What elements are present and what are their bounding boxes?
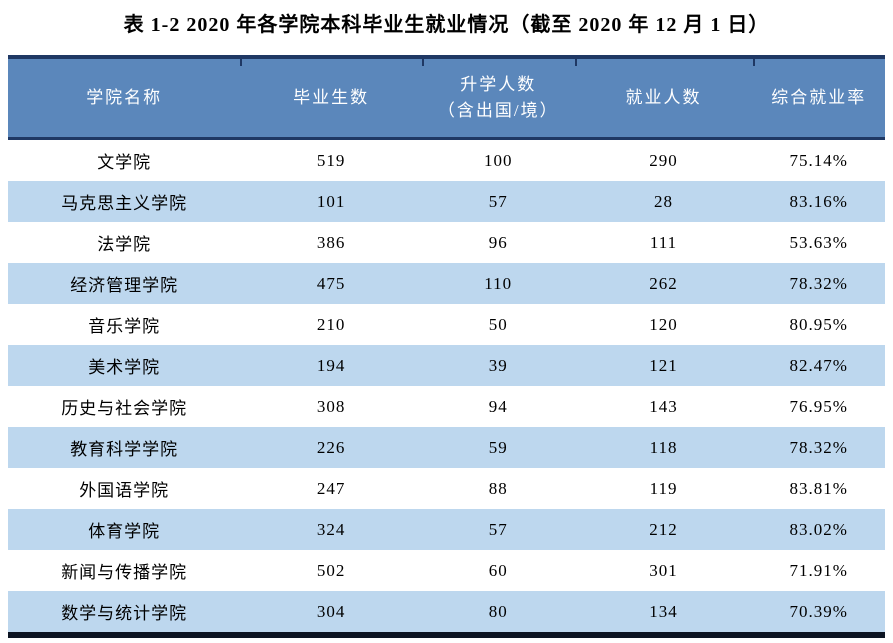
employment-rate-cell: 70.39% [789,601,848,621]
advance-count-cell: 80 [488,601,508,621]
employed-count-cell: 111 [649,232,678,252]
college-name-cell: 法学院 [97,235,152,254]
college-name-cell: 马克思主义学院 [61,194,188,213]
employment-rate-cell: 75.14% [789,150,848,170]
employed-count-cell: 301 [649,560,678,580]
college-name-cell: 教育科学学院 [70,440,179,459]
employed-count-cell: 143 [649,396,678,416]
table-row: 历史与社会学院 308 94 143 76.95% [8,386,885,427]
advance-count-cell: 88 [488,478,508,498]
employed-count-cell: 119 [649,478,678,498]
employed-count-cell: 290 [649,150,678,170]
college-name-cell: 数学与统计学院 [61,604,188,623]
column-divider-tick [421,59,424,66]
header-advance-line1: 升学人数 [460,75,537,94]
graduates-count-cell: 210 [316,314,346,334]
college-name-cell: 新闻与传播学院 [61,563,188,582]
table-body: 文学院 519 100 290 75.14% 马克思主义学院 101 57 28… [8,140,885,632]
college-name-cell: 音乐学院 [88,317,161,336]
advance-count-cell: 59 [488,437,508,457]
table-header-row: 学院名称 毕业生数 升学人数 （含出国/境） 就业人数 综合就业率 [8,59,885,137]
employed-count-cell: 120 [649,314,678,334]
advance-count-cell: 50 [488,314,508,334]
header-employed-count: 就业人数 [625,88,702,107]
advance-count-cell: 94 [488,396,508,416]
employment-rate-cell: 80.95% [789,314,848,334]
table-row: 经济管理学院 475 110 262 78.32% [8,263,885,304]
graduates-count-cell: 194 [316,355,346,375]
employed-count-cell: 212 [649,519,678,539]
column-divider-tick [240,59,243,66]
employed-count-cell: 134 [649,601,678,621]
advance-count-cell: 39 [488,355,508,375]
advance-count-cell: 57 [488,191,508,211]
employment-rate-cell: 78.32% [789,273,848,293]
header-college-name: 学院名称 [86,88,163,107]
graduates-count-cell: 101 [316,191,346,211]
table-row: 音乐学院 210 50 120 80.95% [8,304,885,345]
college-name-cell: 体育学院 [88,522,161,541]
header-graduates-count: 毕业生数 [293,88,370,107]
employed-count-cell: 262 [649,273,678,293]
advance-count-cell: 110 [484,273,513,293]
employed-count-cell: 121 [649,355,678,375]
advance-count-cell: 57 [488,519,508,539]
table-bottom-border [8,632,885,638]
college-name-cell: 外国语学院 [79,481,170,500]
header-advance-line2: （含出国/境） [437,101,559,120]
employment-table: 学院名称 毕业生数 升学人数 （含出国/境） 就业人数 综合就业率 文学院 51… [8,55,885,638]
header-underline [8,137,885,140]
column-divider-tick [574,59,577,66]
table-top-border [8,55,885,59]
table-row: 美术学院 194 39 121 82.47% [8,345,885,386]
employed-count-cell: 118 [649,437,678,457]
graduates-count-cell: 226 [316,437,346,457]
graduates-count-cell: 475 [316,273,346,293]
employment-rate-cell: 76.95% [789,396,848,416]
table-row: 数学与统计学院 304 80 134 70.39% [8,591,885,632]
graduates-count-cell: 386 [316,232,346,252]
graduates-count-cell: 247 [316,478,346,498]
advance-count-cell: 60 [488,560,508,580]
college-name-cell: 经济管理学院 [70,276,179,295]
table-row: 外国语学院 247 88 119 83.81% [8,468,885,509]
graduates-count-cell: 304 [316,601,346,621]
employed-count-cell: 28 [654,191,674,211]
graduates-count-cell: 519 [316,150,346,170]
table-row: 马克思主义学院 101 57 28 83.16% [8,181,885,222]
column-divider-tick [752,59,755,66]
header-advance-count: 升学人数 （含出国/境） [422,72,575,124]
employment-rate-cell: 78.32% [789,437,848,457]
college-name-cell: 历史与社会学院 [61,399,188,418]
employment-rate-cell: 82.47% [789,355,848,375]
table-row: 法学院 386 96 111 53.63% [8,222,885,263]
college-name-cell: 美术学院 [88,358,161,377]
table-row: 教育科学学院 226 59 118 78.32% [8,427,885,468]
table-row: 新闻与传播学院 502 60 301 71.91% [8,550,885,591]
table-caption: 表 1-2 2020 年各学院本科毕业生就业情况（截至 2020 年 12 月 … [123,14,770,36]
employment-rate-cell: 83.81% [789,478,848,498]
graduates-count-cell: 324 [316,519,346,539]
employment-rate-cell: 53.63% [789,232,848,252]
graduates-count-cell: 308 [316,396,346,416]
college-name-cell: 文学院 [97,153,152,172]
table-row: 体育学院 324 57 212 83.02% [8,509,885,550]
graduates-count-cell: 502 [316,560,346,580]
employment-rate-cell: 83.16% [789,191,848,211]
header-employment-rate: 综合就业率 [771,88,867,107]
employment-rate-cell: 71.91% [789,560,848,580]
advance-count-cell: 96 [488,232,508,252]
table-row: 文学院 519 100 290 75.14% [8,140,885,181]
advance-count-cell: 100 [483,150,513,170]
employment-rate-cell: 83.02% [789,519,848,539]
